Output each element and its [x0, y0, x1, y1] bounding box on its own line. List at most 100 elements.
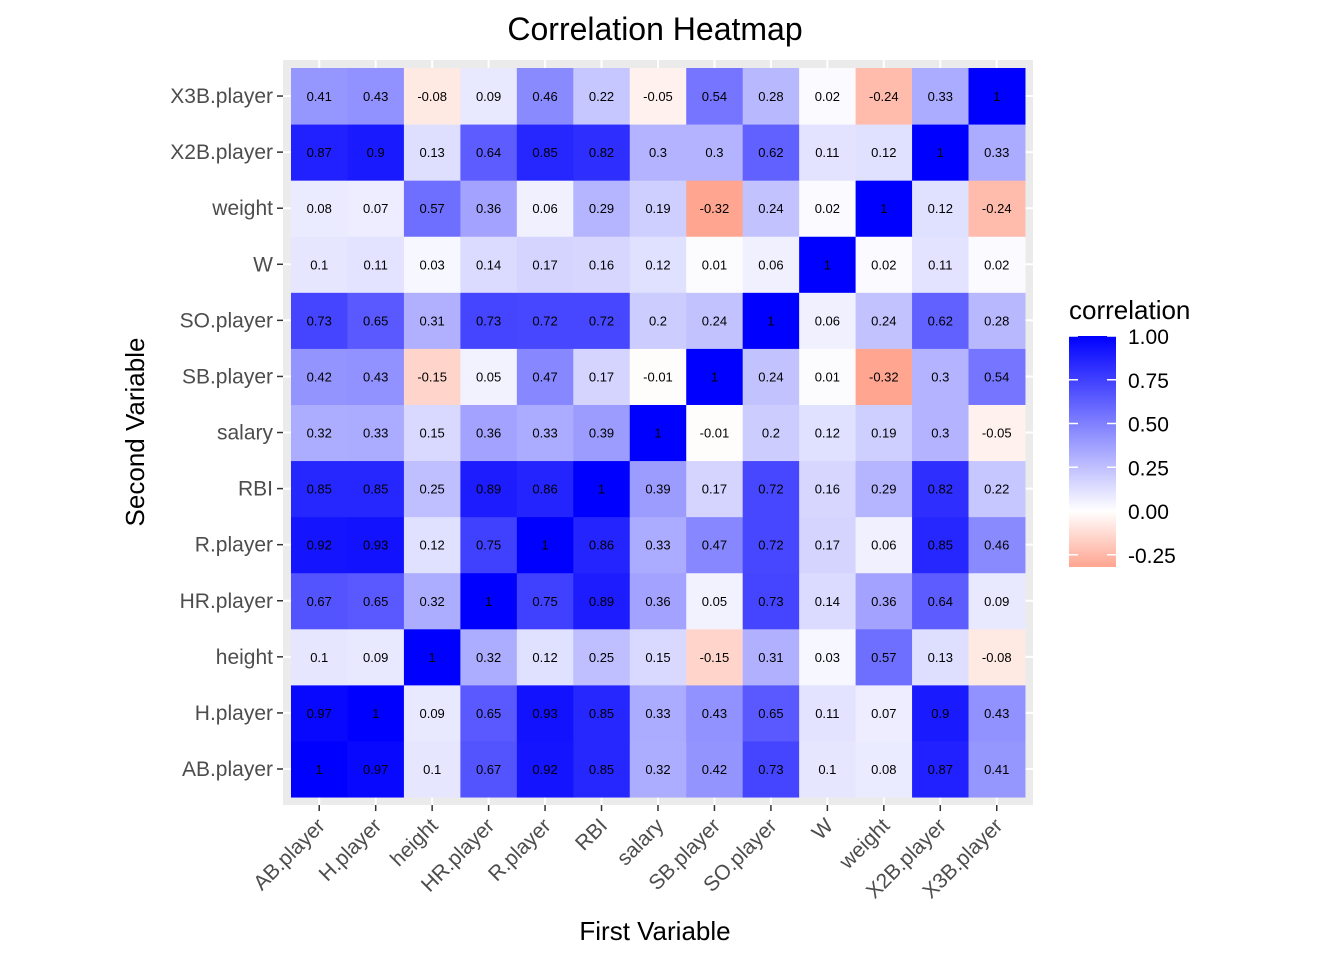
heatmap-cell — [516, 124, 574, 181]
heatmap-cell — [686, 180, 744, 237]
cell-value-label: 0.41 — [307, 89, 332, 104]
y-tick-label: AB.player — [182, 758, 273, 781]
cell-value-label: 0.25 — [419, 482, 444, 497]
cell-value-label: 0.72 — [758, 482, 783, 497]
heatmap-cell — [968, 460, 1026, 518]
heatmap-cell — [912, 572, 970, 630]
cell-value-label: 0.16 — [815, 482, 840, 497]
heatmap-cell — [629, 124, 687, 181]
cell-value-label: 0.36 — [476, 426, 501, 441]
cell-value-label: 0.08 — [871, 762, 896, 777]
heatmap-cell — [347, 572, 405, 630]
heatmap-cell — [742, 628, 800, 686]
cell-value-label: 0.73 — [758, 762, 783, 777]
cell-value-label: 1 — [372, 706, 379, 721]
heatmap-cell — [629, 740, 687, 798]
cell-value-label: 1 — [654, 426, 661, 441]
cell-value-label: 1 — [937, 145, 944, 160]
heatmap-cell — [686, 404, 744, 462]
heatmap-cell — [291, 292, 348, 349]
heatmap-cell — [912, 740, 970, 798]
cell-value-label: 0.06 — [871, 538, 896, 553]
heatmap-cell — [573, 684, 631, 742]
x-tick-label: H.player — [315, 814, 387, 886]
heatmap-cell — [742, 68, 800, 125]
chart-title: Correlation Heatmap — [507, 11, 802, 47]
heatmap-cell — [516, 236, 574, 293]
heatmap-cell — [912, 348, 970, 405]
heatmap-cell — [742, 124, 800, 181]
cell-value-label: 0.43 — [984, 706, 1009, 721]
cell-value-label: 0.32 — [645, 762, 670, 777]
cell-value-label: 0.62 — [928, 313, 953, 328]
heatmap-cell — [460, 740, 518, 798]
cell-value-label: 0.01 — [815, 369, 840, 384]
cell-value-label: 0.87 — [928, 762, 953, 777]
heatmap-cell — [516, 68, 574, 125]
heatmap-cell — [912, 684, 970, 742]
cell-value-label: -0.05 — [643, 89, 673, 104]
cell-value-label: 0.19 — [871, 426, 896, 441]
cell-value-label: -0.08 — [417, 89, 447, 104]
cell-value-label: 0.11 — [815, 706, 839, 721]
y-tick-label: SB.player — [182, 365, 273, 388]
cell-value-label: -0.24 — [869, 89, 899, 104]
heatmap-cell — [742, 180, 800, 237]
cell-value-label: 0.12 — [871, 145, 896, 160]
heatmap-cell — [799, 684, 857, 742]
cell-value-label: 0.13 — [928, 650, 953, 665]
heatmap-cell — [686, 460, 744, 518]
heatmap-cell — [403, 404, 461, 462]
cell-value-label: 0.33 — [532, 426, 557, 441]
cell-value-label: 1 — [541, 538, 548, 553]
cell-value-label: 0.07 — [363, 201, 388, 216]
heatmap-cell — [516, 684, 574, 742]
cell-value-label: 0.82 — [589, 145, 614, 160]
y-tick-label: X2B.player — [170, 141, 273, 164]
heatmap-cell — [573, 180, 631, 237]
heatmap-cell — [855, 516, 913, 574]
heatmap-cell — [855, 292, 913, 349]
cell-value-label: 0.72 — [532, 313, 557, 328]
cell-value-label: 0.01 — [702, 257, 727, 272]
heatmap-cell — [291, 628, 348, 686]
cell-value-label: 0.14 — [476, 257, 501, 272]
cell-value-label: 0.47 — [702, 538, 727, 553]
heatmap-cell — [799, 628, 857, 686]
heatmap-cell — [968, 628, 1026, 686]
heatmap-cell — [460, 684, 518, 742]
heatmap-cell — [403, 292, 461, 349]
heatmap-cell — [573, 236, 631, 293]
cell-value-label: 0.72 — [758, 538, 783, 553]
heatmap-cell — [291, 684, 348, 742]
cell-value-label: 0.02 — [871, 257, 896, 272]
heatmap-cell — [629, 348, 687, 405]
cell-value-label: 0.75 — [476, 538, 501, 553]
cell-value-label: 0.85 — [589, 762, 614, 777]
cell-value-label: 0.85 — [589, 706, 614, 721]
cell-value-label: 0.3 — [649, 145, 667, 160]
cell-value-label: 0.33 — [928, 89, 953, 104]
cell-value-label: 0.87 — [307, 145, 332, 160]
heatmap-cell — [912, 404, 970, 462]
cell-value-label: 0.24 — [758, 201, 783, 216]
heatmap-cell — [403, 124, 461, 181]
heatmap-cell — [460, 460, 518, 518]
cell-value-label: 0.47 — [532, 369, 557, 384]
cell-value-label: -0.08 — [982, 650, 1012, 665]
heatmap-cell — [347, 292, 405, 349]
heatmap-cell — [855, 180, 913, 237]
cell-value-label: -0.32 — [700, 201, 730, 216]
heatmap-cell — [686, 348, 744, 405]
cell-value-label: -0.24 — [982, 201, 1012, 216]
heatmap-cell — [403, 68, 461, 125]
x-axis-title: First Variable — [579, 916, 730, 946]
cell-value-label: 0.32 — [307, 426, 332, 441]
legend-tick-label: 1.00 — [1128, 326, 1169, 349]
cell-value-label: 0.72 — [589, 313, 614, 328]
cell-value-label: 0.06 — [758, 257, 783, 272]
heatmap-cell — [968, 740, 1026, 798]
heatmap-cell — [799, 516, 857, 574]
heatmap-cell — [573, 292, 631, 349]
